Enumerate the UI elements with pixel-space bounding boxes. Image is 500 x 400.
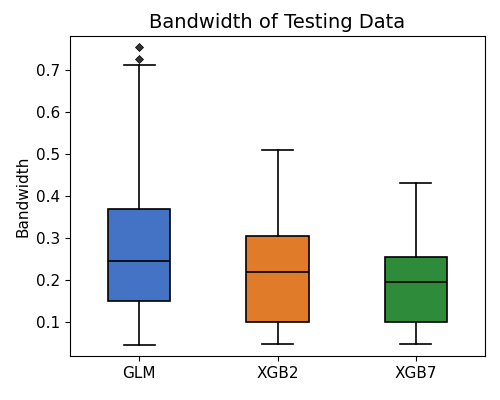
PathPatch shape (384, 257, 447, 322)
PathPatch shape (246, 236, 308, 322)
Y-axis label: Bandwidth: Bandwidth (16, 155, 30, 237)
Title: Bandwidth of Testing Data: Bandwidth of Testing Data (150, 13, 406, 32)
PathPatch shape (108, 209, 170, 301)
